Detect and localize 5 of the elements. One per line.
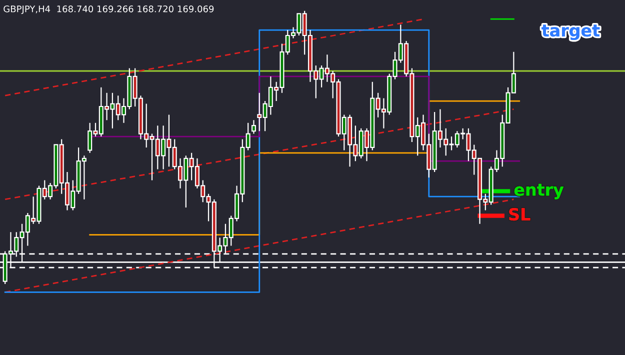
series-label: SL [509, 208, 530, 221]
chart-title: GBPJPY,H4 168.740 169.266 168.720 169.069 [4, 5, 214, 14]
candlestick [251, 120, 256, 134]
text: target [542, 24, 600, 40]
series-label: entry [514, 184, 564, 200]
